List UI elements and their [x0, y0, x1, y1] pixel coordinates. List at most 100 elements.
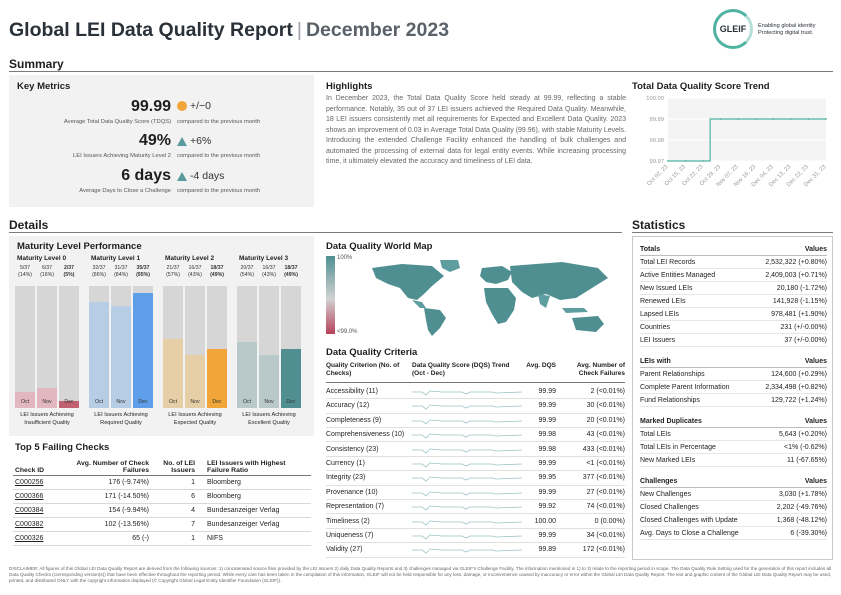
- criterion-name: Uniqueness (7): [326, 532, 374, 539]
- criteria-row: Representation (7) 99.92 74 (<0.01%): [326, 500, 625, 515]
- stats-label: Countries: [640, 323, 670, 331]
- maturity-bar: [237, 342, 257, 408]
- metric-tdqs-delta: +/−0: [177, 100, 211, 112]
- check-id-link[interactable]: C000382: [15, 521, 44, 528]
- metric-maturity-label: LEI Issuers Achieving Maturity Level 2: [73, 153, 171, 159]
- triangle-up-icon: [177, 171, 187, 181]
- stats-value: 20,180 (-1.72%): [776, 284, 827, 292]
- metric-days-label: Average Days to Close a Challenge: [79, 188, 171, 194]
- dqs-sparkline: [412, 390, 522, 396]
- stats-value: 2,202 (-49.76%): [776, 503, 827, 511]
- criteria-row: Uniqueness (7) 99.99 34 (<0.01%): [326, 529, 625, 544]
- criteria-panel: Data Quality Criteria Quality Criterion …: [322, 344, 627, 560]
- criteria-rows: Accessibility (11) 99.99 2 (<0.01%) Accurac…: [326, 385, 625, 560]
- map-legend-top: 100%: [337, 255, 353, 261]
- maturity-level-title: Maturity Level 2: [165, 255, 215, 262]
- stats-value: 2,532,322 (+0.80%): [765, 258, 827, 266]
- check-id-link[interactable]: C000384: [15, 507, 44, 514]
- maturity-bar-month: Dec: [212, 399, 222, 405]
- stats-label: Avg. Days to Close a Challenge: [640, 529, 739, 537]
- fraction-text: 16/37: [262, 265, 276, 271]
- statistics-divider: [632, 232, 833, 233]
- criterion-name: Integrity (23): [326, 474, 366, 482]
- stats-values-label: Values: [804, 477, 827, 485]
- percent-text: (5%): [63, 272, 75, 278]
- metric-maturity-compare: compared to the previous month: [177, 153, 261, 159]
- stats-value: 2,334,498 (+0.82%): [765, 383, 827, 391]
- metric-maturity-delta: +6%: [177, 135, 211, 147]
- trend-line: [668, 118, 826, 162]
- maturity-bar-month: Oct: [168, 399, 178, 405]
- logo-tagline: Enabling global identity Protecting digit…: [758, 23, 816, 37]
- criterion-failures: 30 (<0.01%): [586, 402, 625, 410]
- dqs-sparkline: [412, 534, 522, 540]
- stats-group: Marked Duplicates Values Total LEIs 5,643 (…: [640, 415, 827, 467]
- percent-text: (95%): [136, 272, 150, 278]
- australia-shape: [572, 316, 604, 332]
- maturity-level-title: Maturity Level 0: [17, 255, 67, 262]
- criterion-failures: 43 (<0.01%): [586, 431, 625, 439]
- percent-text: (84%): [114, 272, 128, 278]
- metric-days-value: 6 days: [121, 167, 171, 184]
- criterion-failures: 74 (<0.01%): [586, 503, 625, 511]
- maturity-fraction: 5/37 (14%): [15, 265, 35, 279]
- maturity-title: Maturity Level Performance: [17, 241, 142, 252]
- stats-values-label: Values: [804, 245, 827, 253]
- col-no-issuers: No. of LEI Issuers: [163, 460, 195, 474]
- details-divider: [9, 232, 622, 233]
- criterion-name: Currency (1): [326, 460, 365, 467]
- stats-row: New Challenges 3,030 (+1.78%): [640, 488, 827, 501]
- maturity-caption: LEI Issuers Achieving Excellent Quality: [237, 411, 301, 427]
- col-avg-failures: Avg. Number of Check Failures: [76, 460, 149, 474]
- percent-text: (57%): [166, 272, 180, 278]
- check-id-link[interactable]: C000256: [15, 479, 44, 486]
- percent-text: (43%): [188, 272, 202, 278]
- south-america-shape: [424, 308, 446, 336]
- criteria-row: Provenance (10) 99.99 27 (<0.01%): [326, 486, 625, 501]
- fraction-text: 32/37: [92, 265, 106, 271]
- maturity-bar: [185, 355, 205, 408]
- neutral-circle-icon: [177, 101, 187, 111]
- stats-row: Total LEIs 5,643 (+0.20%): [640, 428, 827, 441]
- maturity-bar: [259, 355, 279, 408]
- maturity-bar: [15, 391, 35, 408]
- check-issuers: 6: [151, 489, 197, 504]
- percent-text: (43%): [262, 272, 276, 278]
- check-issuers: 7: [151, 517, 197, 532]
- check-id-link[interactable]: C000326: [15, 535, 44, 542]
- logo-word: GLEIF: [719, 24, 747, 34]
- stats-row: Parent Relationships 124,600 (+0.29%): [640, 368, 827, 381]
- criterion-failures: 34 (<0.01%): [586, 532, 625, 539]
- dqs-sparkline: [412, 505, 522, 511]
- maturity-charts: Maturity Level 0 5/37 (14%) Oct 6/37 (16%) Nov…: [9, 236, 314, 436]
- stats-value: 3,030 (+1.78%): [778, 490, 827, 498]
- stats-row: Avg. Days to Close a Challenge 6 (-39.30%…: [640, 527, 827, 540]
- maturity-fraction: 2/37 (5%): [59, 265, 79, 279]
- caption-line-1: LEI Issuers Achieving: [94, 412, 148, 418]
- map-legend-bottom: <99.0%: [337, 329, 358, 335]
- failing-row: C000256 176 (-9.74%) 1 Bloomberg: [13, 475, 311, 490]
- maturity-bar: [37, 388, 57, 408]
- check-highest-issuer: Bloomberg: [197, 489, 311, 504]
- statistics-heading: Statistics: [632, 218, 686, 232]
- stats-label: Closed Challenges: [640, 503, 699, 511]
- criterion-name: Timeliness (2): [326, 517, 370, 525]
- maturity-bar-month: Nov: [116, 399, 126, 405]
- stats-values-label: Values: [804, 417, 827, 425]
- maturity-fraction: 31/37 (84%): [111, 265, 131, 279]
- title-separator: |: [296, 19, 302, 41]
- fraction-text: 18/37: [284, 265, 298, 271]
- caption-line-2: Insufficient Quality: [24, 420, 70, 426]
- trend-point: [684, 160, 687, 162]
- world-map-panel: Data Quality World Map 100% <99.0%: [322, 236, 627, 342]
- stats-label: Lapsed LEIs: [640, 310, 679, 318]
- maturity-bar-month: Nov: [190, 399, 200, 405]
- check-id-link[interactable]: C000366: [15, 493, 44, 500]
- criterion-failures: 2 (<0.01%): [590, 388, 625, 395]
- stats-value: 978,481 (+1.90%): [771, 310, 827, 318]
- criteria-row: Currency (1) 99.99 <1 (<0.01%): [326, 457, 625, 472]
- criterion-name: Consistency (23): [326, 445, 379, 453]
- india-shape: [538, 294, 550, 308]
- trend-point: [702, 160, 705, 162]
